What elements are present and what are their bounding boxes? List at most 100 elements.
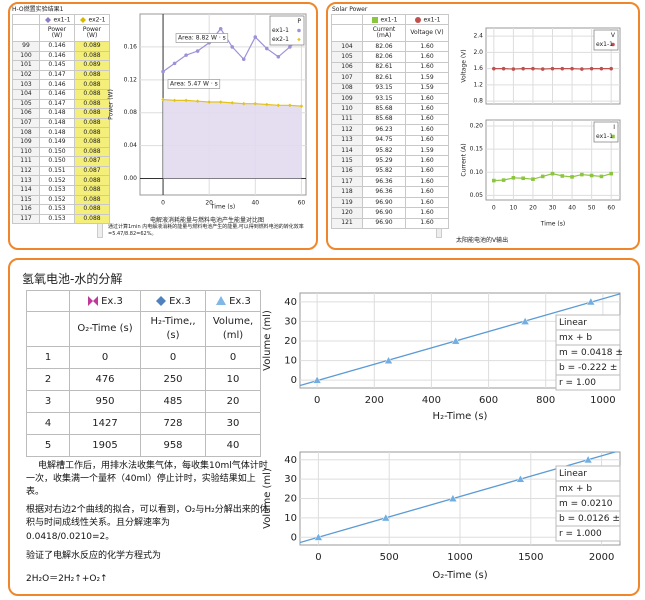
paragraph: 根据对右边2个曲线的拟合，可以看到，O₂与H₂分解出来的体积与时间成线性关系。且… (26, 505, 269, 528)
row-index: 104 (12, 88, 40, 100)
marker (501, 66, 506, 71)
corner-cell (331, 24, 363, 42)
x-axis-label: Time (s) (540, 221, 565, 228)
x-tick-label: 20 (529, 205, 537, 212)
table-row: 109 93.15 1.60 (331, 92, 449, 105)
plot-content (492, 171, 613, 183)
row-index: 115 (331, 155, 363, 167)
x-tick-label: 40 (251, 200, 259, 207)
table-cell: 0.146 (39, 88, 75, 100)
marker (288, 45, 292, 49)
legend-marker (156, 296, 167, 306)
table-row: 103 0.146 0.088 (12, 79, 110, 90)
marker (172, 61, 177, 66)
legend-label: ex2-1 (88, 16, 106, 23)
table-cell: 82.61 (362, 72, 406, 84)
fit-box (555, 374, 621, 391)
x-tick-label: 1000 (447, 552, 472, 563)
corner-cell (26, 311, 70, 347)
x-tick-label: 0 (492, 205, 496, 212)
marker (599, 66, 604, 71)
marker (276, 103, 281, 108)
corner-cell (26, 290, 70, 312)
legend-cell: ex1-1 (39, 14, 75, 25)
chart-caption: 电解液消耗能量与燃料电池产生能量对比图 (150, 217, 265, 224)
marker (511, 176, 516, 180)
table-title: Solar Power (332, 6, 368, 13)
table-row: 108 93.15 1.59 (331, 82, 449, 94)
y-tick-label: 20 (284, 336, 297, 347)
table-cell: 1905 (69, 434, 141, 457)
y-tick-label: 0.20 (470, 123, 484, 130)
table-row: 114 0.153 0.088 (12, 184, 110, 196)
y-tick-label: 1.6 (473, 65, 483, 72)
marker (540, 67, 545, 71)
y-tick-label: 0.8 (473, 98, 483, 105)
x-tick-label: 40 (568, 205, 576, 212)
chart: 0 10 20 30 40 0 500 1000 1500 2000 Volume (ml) O₂-T… (262, 451, 621, 581)
fit-text: m = 0.0210 (559, 499, 613, 509)
table-cell: 95.82 (362, 165, 406, 178)
table-row: 116 0.153 0.088 (12, 204, 110, 215)
table-row: 104 82.06 1.60 (331, 40, 449, 53)
y-axis-label: Voltage (V) (461, 49, 468, 82)
y-tick-label: 1.2 (473, 81, 483, 88)
table-cell: 1.59 (405, 72, 449, 84)
row-index: 105 (331, 51, 363, 63)
column-header: O₂-Time (s) (69, 311, 141, 347)
annotation: Area: 8.82 W · s (178, 35, 226, 42)
marker (550, 171, 555, 176)
row-index: 110 (12, 146, 40, 158)
table-cell: 0.146 (39, 79, 75, 90)
table-cell: 30 (205, 412, 261, 435)
legend-marker (297, 28, 301, 33)
data-table: ex1-1 ex1-1 Current (mA) Voltage (V) 104 82.0… (331, 14, 449, 230)
row-index: 108 (12, 127, 40, 138)
y-tick-label: 30 (284, 474, 297, 485)
table-row: 113 94.75 1.60 (331, 134, 449, 146)
x-axis-label: H₂-Time (s) (433, 411, 488, 422)
row-index: 107 (331, 72, 363, 84)
row-index: 104 (331, 40, 363, 53)
legend-icon (88, 296, 99, 306)
table-cell: 1.60 (405, 165, 449, 178)
table-row: 116 95.82 1.60 (331, 165, 449, 178)
table-row: 2 476 250 10 (26, 368, 261, 391)
row-index: 114 (12, 184, 40, 196)
y-tick-label: 0.10 (470, 169, 484, 176)
marker (241, 101, 246, 106)
row-index: 117 (12, 213, 40, 225)
y-tick-label: 0.12 (124, 76, 138, 83)
fit-text: Linear (559, 318, 587, 328)
table-cell: 1.60 (405, 176, 449, 188)
legend-marker (371, 16, 378, 23)
y-tick-label: 10 (284, 513, 297, 524)
marker (570, 175, 574, 179)
marker (520, 316, 530, 325)
chart: 0.05 0.10 0.15 0.20 0 10 20 30 40 50 60 Current (A)… (461, 119, 621, 228)
y-axis-label: Current (A) (461, 143, 468, 176)
table-cell: 1.60 (405, 196, 449, 209)
table-cell: 1427 (69, 412, 141, 435)
x-tick-label: 200 (365, 395, 384, 406)
marker (313, 532, 323, 541)
table-cell: 0.147 (39, 69, 75, 81)
table-cell: 0.153 (39, 213, 75, 225)
legend-marker (611, 42, 615, 47)
row-index: 112 (12, 165, 40, 177)
legend-marker (414, 16, 421, 23)
table-cell: 728 (140, 412, 206, 435)
marker (531, 66, 535, 71)
row-index: 1 (26, 346, 70, 369)
marker (276, 54, 281, 59)
row-index: 103 (12, 79, 40, 90)
marker (381, 513, 391, 522)
marker (230, 101, 235, 105)
legend-icon (79, 16, 86, 23)
table-row: 108 0.148 0.088 (12, 127, 110, 138)
legend-marker (79, 16, 86, 23)
table-cell: 1.59 (405, 82, 449, 94)
legend-marker (611, 134, 615, 139)
y-tick-label: 0.15 (470, 146, 484, 153)
y-tick-label: 30 (284, 316, 297, 327)
